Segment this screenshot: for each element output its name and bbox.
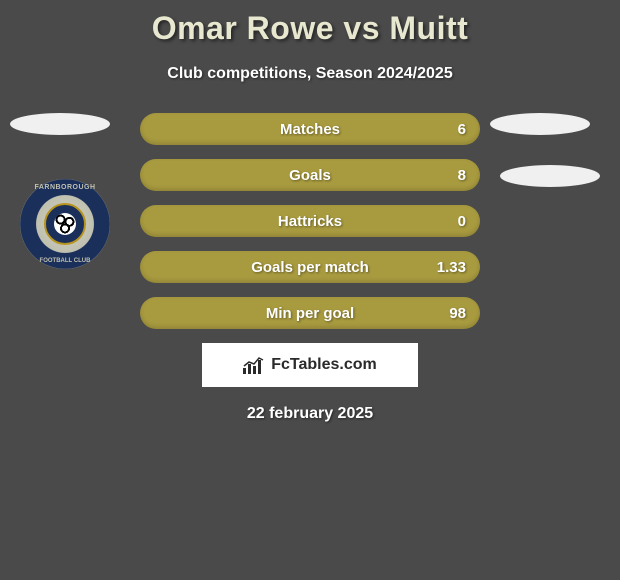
badge-inner-circle bbox=[44, 203, 86, 245]
stat-row-matches: Matches 6 bbox=[140, 113, 480, 145]
stat-row-goals: Goals 8 bbox=[140, 159, 480, 191]
stat-label: Matches bbox=[280, 121, 340, 138]
stat-value: 0 bbox=[458, 213, 466, 230]
left-club-badge: FARNBOROUGH FOOTBALL CLUB bbox=[20, 179, 110, 269]
badge-shape: FARNBOROUGH FOOTBALL CLUB bbox=[20, 179, 110, 269]
brand-attribution: FcTables.com bbox=[202, 343, 418, 387]
right-player-placeholder-2 bbox=[500, 165, 600, 187]
brand-text: FcTables.com bbox=[271, 356, 377, 374]
stat-value: 1.33 bbox=[437, 259, 466, 276]
stat-value: 8 bbox=[458, 167, 466, 184]
badge-club-sub: FOOTBALL CLUB bbox=[20, 258, 110, 264]
stat-label: Goals per match bbox=[251, 259, 369, 276]
stat-row-hattricks: Hattricks 0 bbox=[140, 205, 480, 237]
badge-club-name: FARNBOROUGH bbox=[20, 184, 110, 191]
bar-chart-icon bbox=[243, 356, 265, 374]
comparison-content: FARNBOROUGH FOOTBALL CLUB Matches 6 Goal… bbox=[0, 113, 620, 423]
stats-bars: Matches 6 Goals 8 Hattricks 0 Goals per … bbox=[140, 113, 480, 329]
subtitle: Club competitions, Season 2024/2025 bbox=[0, 65, 620, 83]
stat-value: 6 bbox=[458, 121, 466, 138]
left-player-placeholder bbox=[10, 113, 110, 135]
footer-date: 22 february 2025 bbox=[0, 405, 620, 423]
stat-row-goals-per-match: Goals per match 1.33 bbox=[140, 251, 480, 283]
football-icon bbox=[54, 213, 76, 235]
stat-label: Hattricks bbox=[278, 213, 342, 230]
right-player-placeholder-1 bbox=[490, 113, 590, 135]
stat-row-min-per-goal: Min per goal 98 bbox=[140, 297, 480, 329]
stat-label: Min per goal bbox=[266, 305, 354, 322]
stat-label: Goals bbox=[289, 167, 331, 184]
page-title: Omar Rowe vs Muitt bbox=[0, 0, 620, 47]
stat-value: 98 bbox=[449, 305, 466, 322]
